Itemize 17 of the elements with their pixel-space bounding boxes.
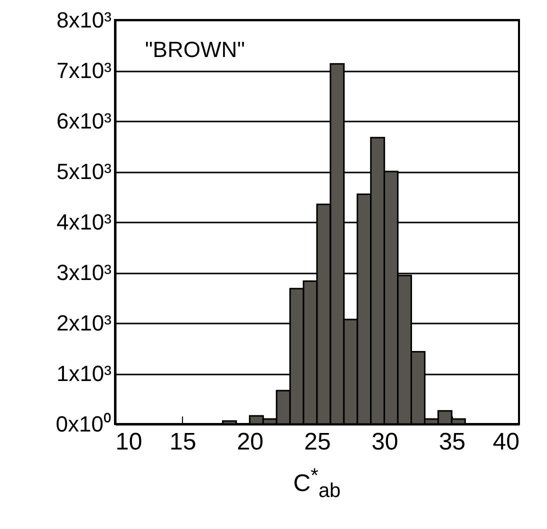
y-tick-label: 5x10³ — [56, 159, 112, 184]
x-tick-label: 15 — [169, 428, 196, 456]
x-tick-label: 10 — [116, 428, 142, 456]
x-tick-label: 40 — [492, 428, 520, 456]
y-tick-label: 6x10³ — [56, 108, 112, 134]
x-tick-label: 25 — [304, 428, 331, 456]
y-tick-label: 4x10³ — [56, 210, 112, 234]
y-tick-label: 8x10³ — [56, 8, 112, 32]
x-tick-label: 20 — [236, 428, 264, 456]
x-tick-label: 30 — [371, 428, 398, 456]
y-tick-label: 7x10³ — [56, 58, 112, 83]
annotation: "BROWN" — [145, 37, 245, 62]
x-tick-label: 35 — [438, 428, 466, 456]
y-tick-label: 0x10⁰ — [56, 412, 112, 436]
y-tick-label: 1x10³ — [56, 361, 112, 386]
y-tick-label: 3x10³ — [56, 260, 112, 285]
y-tick-label: 2x10³ — [56, 310, 112, 336]
